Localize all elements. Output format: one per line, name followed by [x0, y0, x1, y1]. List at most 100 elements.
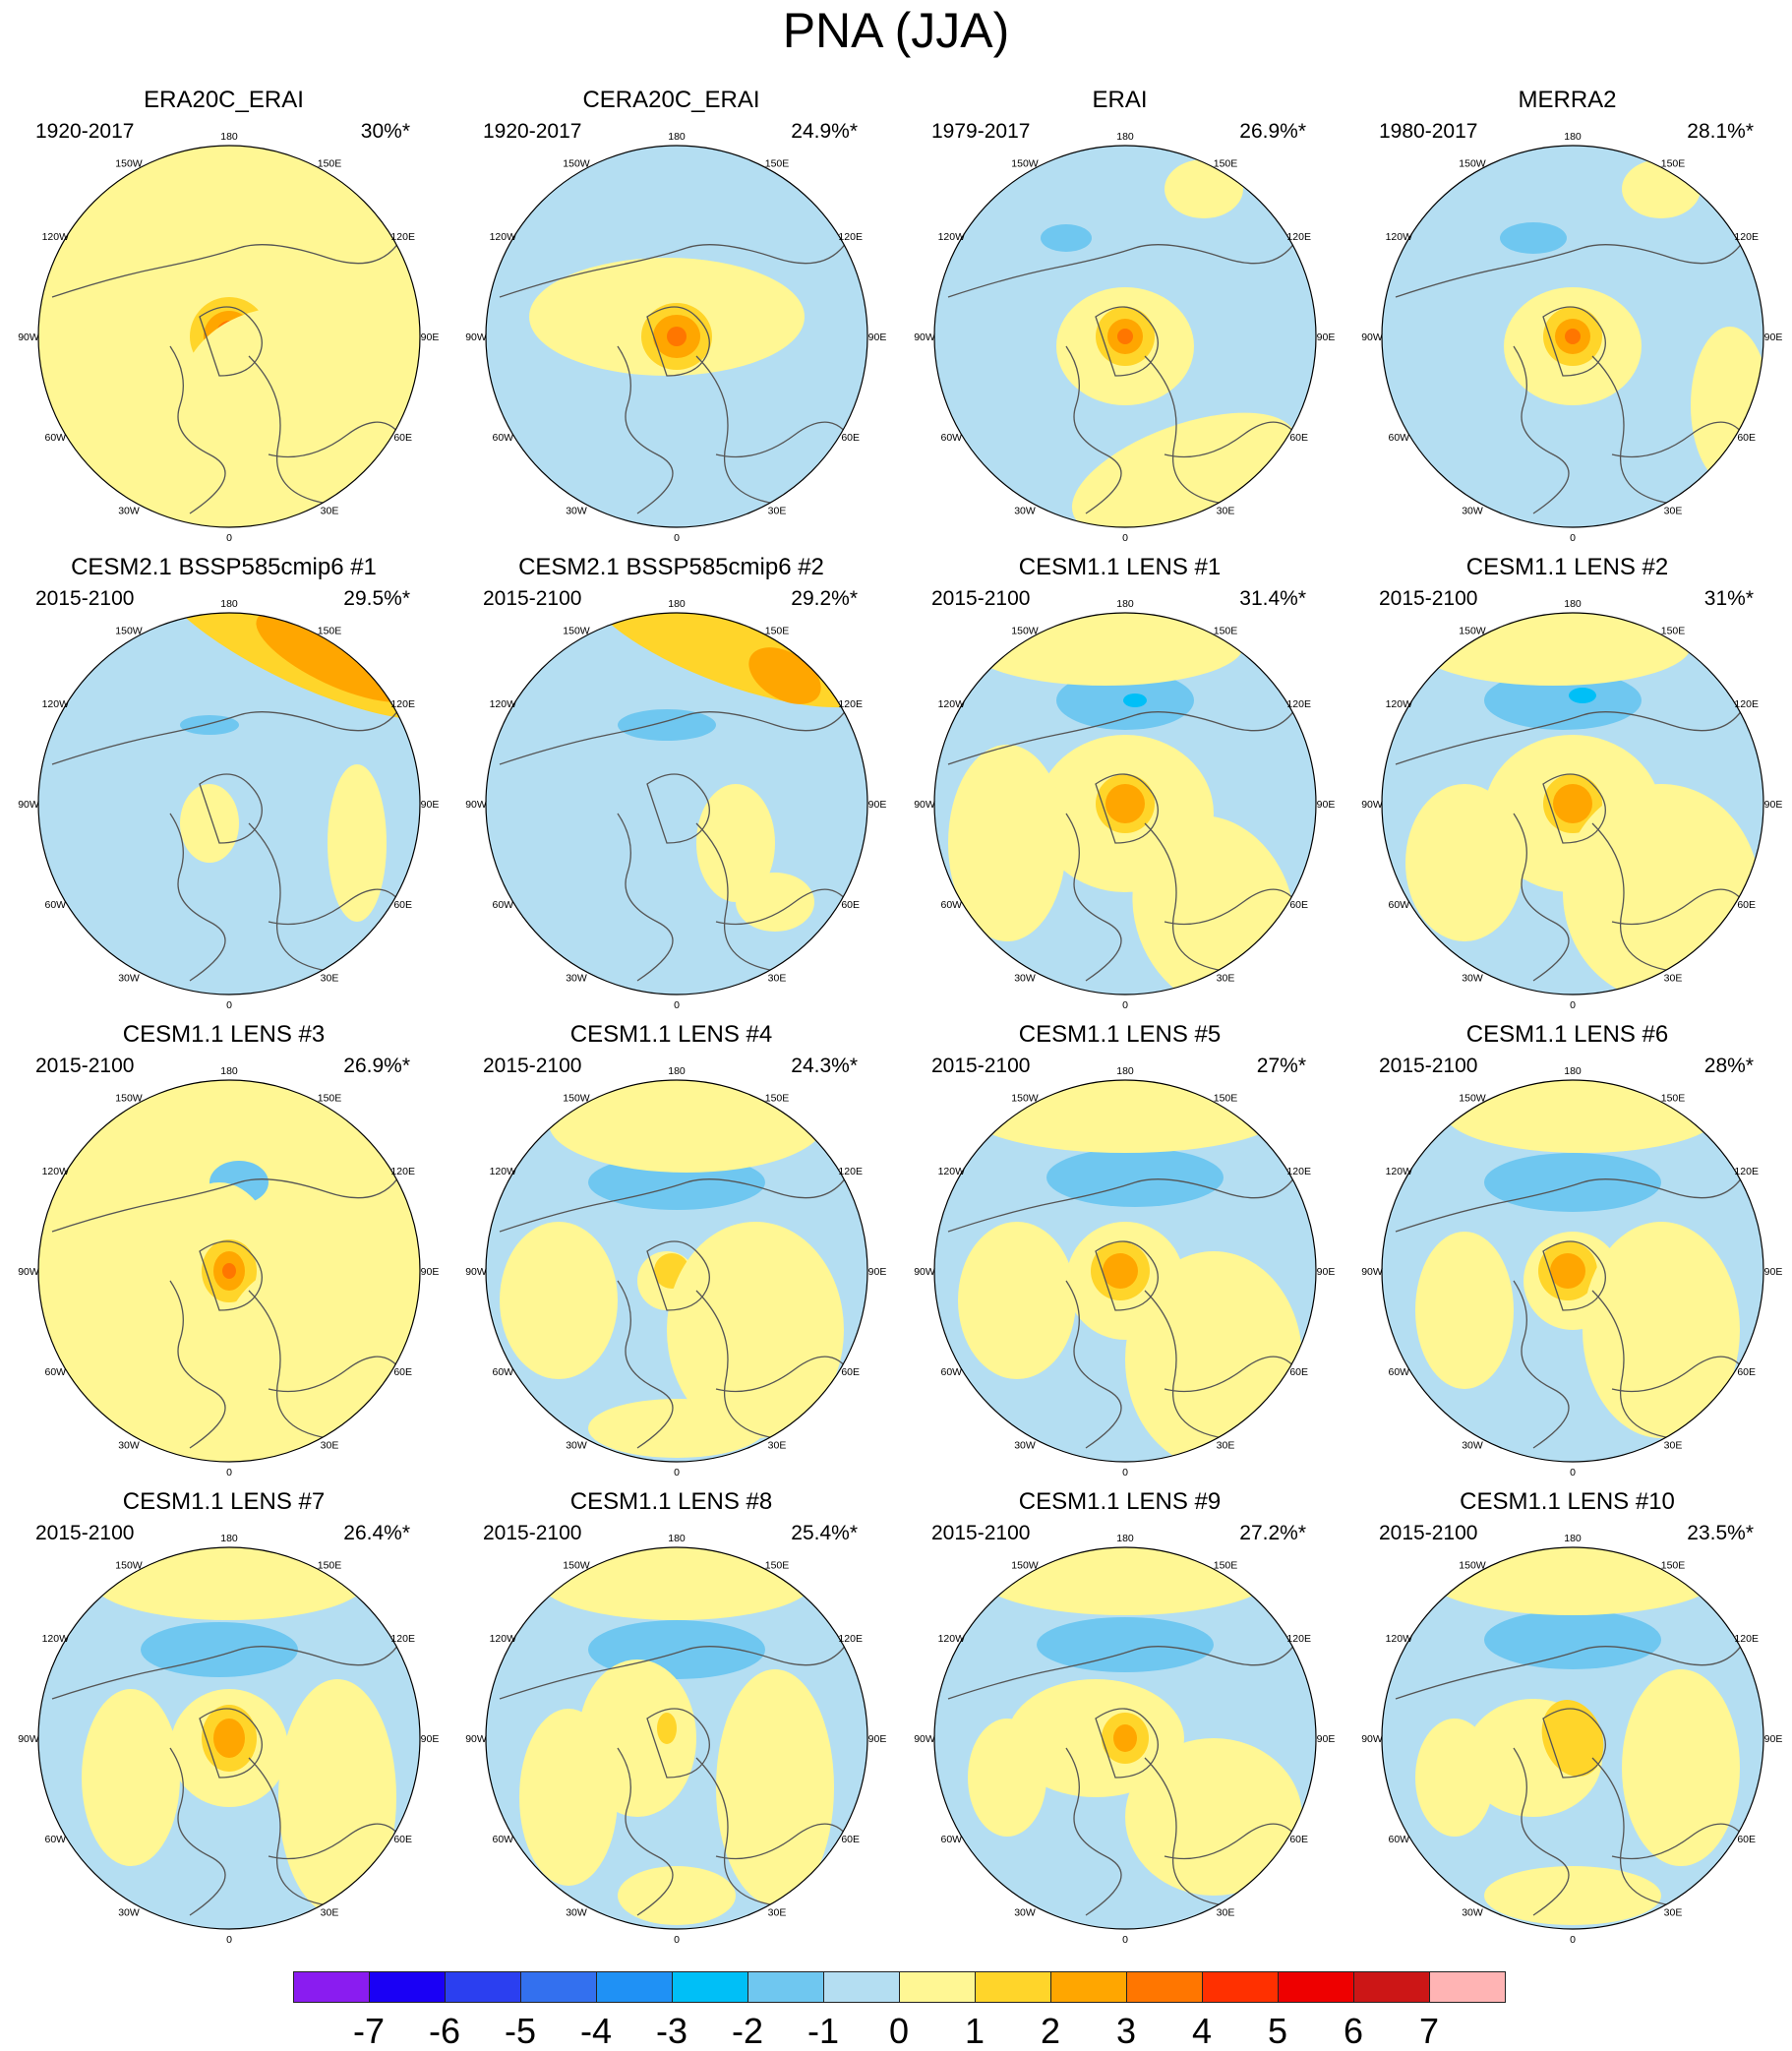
panel-explained-variance: 28%* — [1703, 1055, 1754, 1077]
longitude-label: 60E — [393, 432, 412, 444]
longitude-label: 30E — [321, 1440, 339, 1452]
colorbar-swatch — [520, 1971, 597, 2003]
panel-title: CESM1.1 LENS #2 — [1465, 554, 1669, 580]
polar-map: 180 150E 120E 90E 60E 30E 0 30W 60W 90W 120W 150W — [465, 598, 886, 1011]
anomaly-contour — [1500, 222, 1567, 254]
longitude-label: 30E — [768, 1907, 787, 1919]
anomaly-contour — [1484, 1866, 1661, 1925]
longitude-label: 90W — [465, 799, 487, 811]
anomaly-contour — [1415, 613, 1691, 686]
longitude-label: 120W — [490, 698, 517, 710]
anomaly-contour — [696, 784, 775, 902]
anomaly-contour — [549, 1080, 824, 1173]
anomaly-contour — [82, 1689, 180, 1866]
longitude-label: 30E — [321, 973, 339, 985]
colorbar-tick-label: 6 — [1343, 2011, 1364, 2051]
longitude-label: 150W — [563, 1559, 590, 1571]
coastlines — [947, 1162, 1303, 1449]
colorbar-swatch — [369, 1971, 446, 2003]
longitude-label: 150W — [1011, 1559, 1039, 1571]
anomaly-contour — [1541, 1700, 1604, 1777]
longitude-label: 60W — [493, 432, 514, 444]
longitude-label: 150E — [1661, 1092, 1686, 1104]
longitude-label: 90W — [1361, 1733, 1383, 1745]
panel-period: 2015-2100 — [483, 1522, 582, 1544]
colorbar-swatch — [1202, 1971, 1279, 2003]
longitude-label: 60E — [393, 899, 412, 911]
longitude-label: 90W — [914, 1266, 935, 1278]
longitude-label: 90W — [1361, 332, 1383, 343]
longitude-label: 150W — [563, 157, 590, 169]
longitude-label: 120E — [838, 1633, 863, 1645]
anomaly-contour — [618, 709, 716, 741]
panel-period: 1979-2017 — [931, 120, 1031, 143]
longitude-label: 60E — [1737, 432, 1756, 444]
longitude-label: 60W — [1389, 899, 1410, 911]
panel-title: CERA20C_ERAI — [582, 87, 760, 113]
anomaly-contour — [278, 1679, 396, 1915]
longitude-label: 30E — [1217, 1440, 1235, 1452]
longitude-label: 120W — [1386, 698, 1413, 710]
anomaly-contour — [657, 1713, 677, 1744]
colorbar-swatch — [747, 1971, 824, 2003]
longitude-label: 150W — [563, 1092, 590, 1104]
longitude-label: 30E — [1664, 506, 1683, 517]
longitude-label: 180 — [1116, 131, 1134, 143]
longitude-label: 150E — [1214, 625, 1238, 636]
panel-title: CESM1.1 LENS #5 — [1018, 1021, 1222, 1048]
colorbar-swatch — [975, 1971, 1051, 2003]
anomaly-contour — [1041, 224, 1092, 252]
anomaly-contour — [1583, 1222, 1740, 1438]
panel-title: CESM2.1 BSSP585cmip6 #2 — [518, 554, 824, 580]
colorbar-swatch — [672, 1971, 748, 2003]
anomaly-contour — [948, 745, 1066, 941]
map-panel: CERA20C_ERAI 1920-2017 24.9%* 180 150E 120E 90… — [448, 87, 895, 554]
longitude-label: 150E — [765, 625, 790, 636]
longitude-label: 60E — [1737, 1366, 1756, 1378]
panel-period: 2015-2100 — [1379, 1055, 1478, 1077]
anomaly-contour — [978, 1547, 1273, 1615]
anomaly-contour — [1553, 784, 1592, 823]
longitude-label: 120E — [1286, 1166, 1311, 1177]
panel-period: 1920-2017 — [483, 120, 582, 143]
longitude-label: 0 — [1570, 1467, 1576, 1478]
map-border — [933, 145, 1317, 528]
anomaly-contour — [1125, 1738, 1302, 1896]
map-border — [485, 1079, 868, 1463]
anomaly-contour — [91, 1547, 367, 1620]
longitude-label: 30W — [1462, 1907, 1483, 1919]
panel-period: 2015-2100 — [931, 1055, 1031, 1077]
longitude-label: 60E — [1289, 1366, 1308, 1378]
longitude-label: 30W — [1014, 506, 1036, 517]
longitude-label: 60W — [941, 899, 963, 911]
longitude-label: 0 — [1570, 1934, 1576, 1946]
longitude-label: 0 — [674, 532, 680, 544]
colorbar-tick-label: 2 — [1040, 2011, 1061, 2051]
longitude-label: 30W — [566, 506, 587, 517]
panel-explained-variance: 31.4%* — [1239, 587, 1306, 610]
longitude-label: 60W — [493, 899, 514, 911]
longitude-label: 150E — [1214, 157, 1238, 169]
longitude-label: 60W — [1389, 1834, 1410, 1845]
anomaly-contour — [328, 764, 387, 922]
panel-title: CESM1.1 LENS #4 — [569, 1021, 773, 1048]
longitude-label: 90E — [1764, 332, 1783, 343]
anomaly-contour — [968, 613, 1243, 686]
map-border — [37, 1546, 421, 1930]
map-panel: CESM1.1 LENS #7 2015-2100 26.4%* 180 150E 120… — [0, 1488, 448, 1956]
longitude-label: 150E — [1214, 1092, 1238, 1104]
longitude-label: 180 — [1116, 598, 1134, 610]
polar-map: 180 150E 120E 90E 60E 30E 0 30W 60W 90W 120W 150W — [18, 1533, 439, 1946]
anomaly-contour — [1046, 1148, 1224, 1207]
coastlines — [499, 1629, 855, 1916]
panel-title: ERA20C_ERAI — [144, 87, 304, 113]
coastlines — [947, 1629, 1303, 1916]
longitude-label: 30W — [1014, 1907, 1036, 1919]
coastlines — [1395, 694, 1751, 982]
anomaly-contour — [1484, 671, 1642, 730]
polar-map: 180 150E 120E 90E 60E 30E 0 30W 60W 90W 120W 150W — [914, 598, 1335, 1011]
panel-period: 2015-2100 — [1379, 1522, 1478, 1544]
panel-explained-variance: 26.4%* — [343, 1522, 410, 1544]
longitude-label: 150E — [1661, 157, 1686, 169]
longitude-label: 30W — [118, 506, 140, 517]
